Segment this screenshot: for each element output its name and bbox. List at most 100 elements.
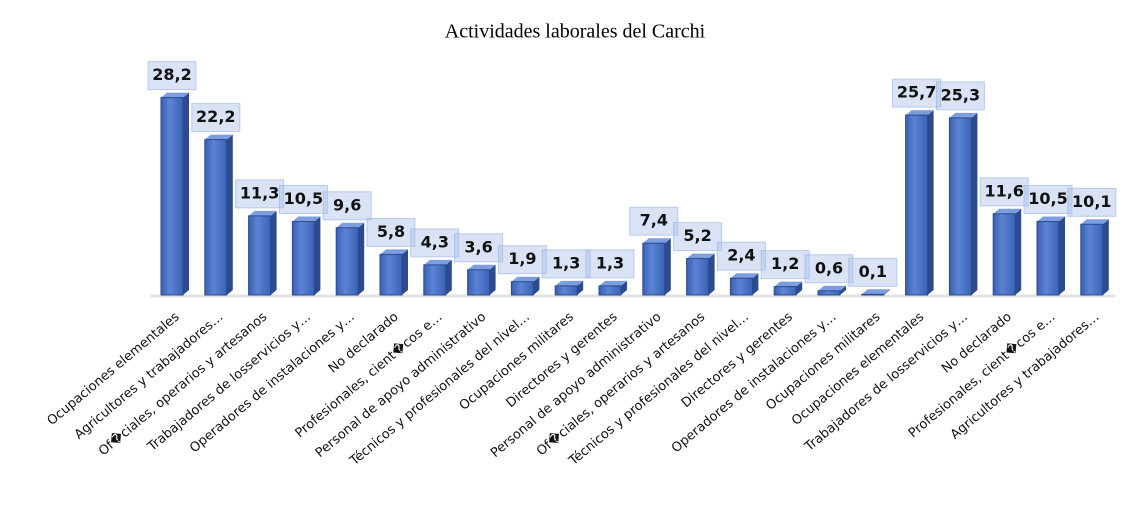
bar-top — [861, 289, 890, 295]
value-label: 10,1 — [1072, 192, 1111, 211]
bar-side — [270, 210, 277, 295]
value-label: 4,3 — [421, 232, 449, 251]
bar — [948, 117, 972, 296]
value-label-box — [235, 179, 285, 209]
value-label-box — [366, 217, 416, 247]
bar — [554, 285, 578, 296]
value-label-box — [1023, 185, 1073, 214]
bar — [204, 139, 228, 296]
chart-title: Actividades laborales del Carchi — [445, 21, 706, 43]
value-label: 11,3 — [240, 183, 279, 202]
value-label-box — [892, 78, 942, 108]
bar — [729, 277, 753, 296]
value-label: 1,3 — [596, 253, 624, 272]
value-label-box — [673, 222, 723, 252]
bar-side — [314, 216, 321, 295]
bar — [773, 286, 797, 296]
value-label: 0,6 — [815, 258, 843, 277]
bar — [1080, 223, 1104, 296]
bar-top — [380, 249, 408, 255]
bar — [291, 221, 315, 296]
bar-side — [358, 222, 365, 295]
bar-side — [927, 110, 934, 295]
value-label: 2,4 — [727, 246, 755, 265]
bar — [467, 269, 491, 296]
bar-side — [533, 276, 540, 295]
bar-top — [161, 92, 189, 98]
bar-top — [818, 285, 846, 291]
value-label: 25,3 — [941, 85, 980, 104]
bar — [686, 258, 710, 296]
value-label: 1,3 — [552, 253, 580, 272]
bar-side — [183, 92, 189, 295]
bar-top — [774, 281, 803, 287]
bar — [992, 213, 1016, 296]
bar — [510, 281, 534, 296]
value-label: 10,5 — [284, 189, 323, 208]
value-label: 3,6 — [464, 237, 492, 256]
value-label-box — [454, 233, 504, 263]
bar-top — [905, 110, 934, 116]
bar-top — [511, 276, 540, 282]
bar-top — [599, 280, 627, 286]
value-label-box — [322, 191, 372, 221]
value-label-box — [1067, 187, 1117, 217]
bar-top — [248, 210, 277, 216]
bar-top — [292, 216, 321, 222]
bar-side — [708, 253, 715, 295]
bar-side — [840, 285, 846, 295]
value-label: 0,1 — [859, 262, 887, 281]
value-label: 25,7 — [897, 83, 936, 102]
bar — [861, 293, 885, 296]
bar-top — [336, 222, 365, 228]
bar — [379, 253, 403, 296]
bar-side — [796, 281, 803, 295]
bar-top — [555, 280, 584, 286]
x-tick-label: Of�ciales, operarios y artesanos — [95, 308, 271, 459]
value-label: 10,5 — [1028, 189, 1067, 208]
value-label-box — [585, 249, 635, 279]
value-label: 1,2 — [771, 254, 799, 273]
value-label: 1,9 — [508, 249, 536, 268]
value-label: 11,6 — [984, 181, 1023, 200]
bar-side — [577, 280, 584, 295]
bar — [335, 227, 359, 296]
bar-top — [1037, 216, 1065, 222]
value-label-box — [497, 245, 547, 275]
value-label-box — [147, 61, 197, 91]
value-label: 28,2 — [152, 65, 191, 84]
bar-side — [752, 273, 759, 295]
bar-top — [949, 112, 978, 118]
bar-side — [1059, 216, 1065, 295]
value-label-box — [716, 241, 766, 271]
bar-side — [621, 280, 627, 295]
value-label-box — [278, 185, 328, 214]
value-label-box — [191, 103, 241, 133]
value-label-box — [760, 250, 810, 280]
value-label: 5,8 — [377, 222, 405, 241]
bar-top — [423, 259, 452, 265]
bar-top — [204, 134, 233, 140]
value-label: 7,4 — [640, 211, 668, 230]
bar-side — [1102, 219, 1109, 295]
bar — [642, 242, 666, 296]
bar-top — [993, 208, 1022, 214]
value-label: 22,2 — [196, 107, 235, 126]
value-label: 5,2 — [683, 226, 711, 245]
bar — [160, 97, 184, 296]
bar-top — [467, 264, 496, 270]
bar — [423, 264, 447, 296]
bar-side — [445, 259, 452, 295]
bar-side — [402, 249, 408, 295]
bar — [248, 215, 272, 296]
bar-side — [971, 112, 978, 296]
bar-side — [489, 264, 496, 295]
bar-top — [1080, 219, 1109, 225]
bar-side — [664, 238, 671, 295]
bar-top — [642, 238, 671, 244]
value-label-box — [979, 177, 1029, 207]
bar — [817, 290, 841, 296]
bar-side — [226, 134, 233, 295]
bar — [598, 285, 622, 296]
